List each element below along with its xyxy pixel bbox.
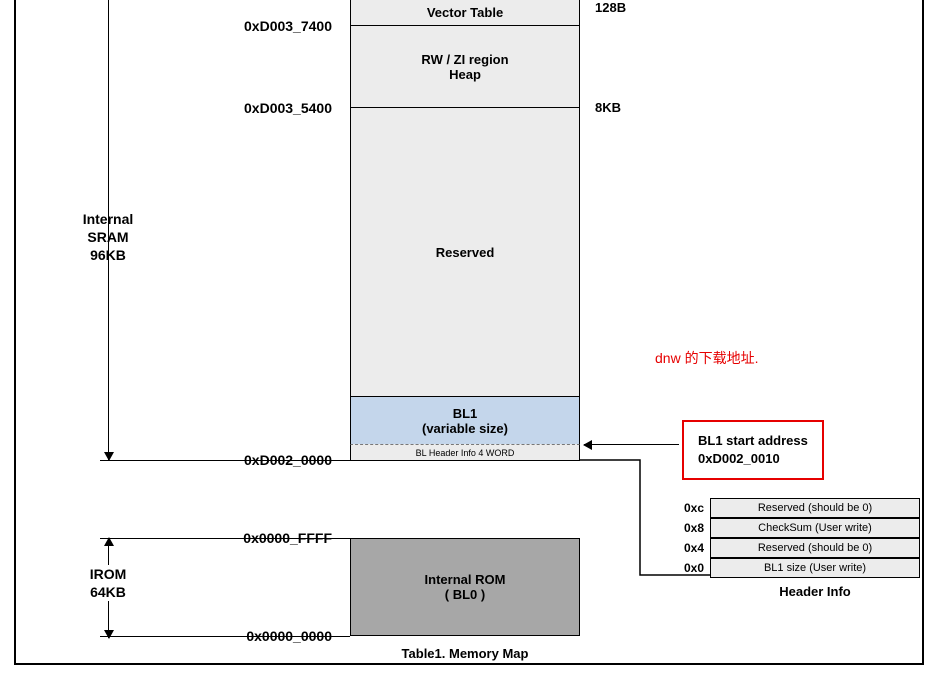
irom-label-l2: 64KB bbox=[64, 583, 152, 601]
header-cell-3: BL1 size (User write) bbox=[710, 558, 920, 578]
size-128b: 128B bbox=[595, 0, 626, 15]
block-rwzi-l1: RW / ZI region bbox=[421, 52, 508, 67]
annotation-dnw: dnw 的下载地址. bbox=[655, 348, 758, 368]
block-irom-l1: Internal ROM bbox=[425, 572, 506, 587]
block-reserved-text: Reserved bbox=[436, 245, 495, 260]
block-bl1-header-text: BL Header Info 4 WORD bbox=[416, 448, 515, 458]
sram-label: Internal SRAM 96KB bbox=[64, 210, 152, 265]
addr-0000-ffff: 0x0000_FFFF bbox=[207, 530, 332, 546]
caption-memory-map: Table1. Memory Map bbox=[350, 646, 580, 661]
sram-label-l3: 96KB bbox=[64, 246, 152, 264]
block-irom: Internal ROM ( BL0 ) bbox=[350, 538, 580, 636]
addr-d003-7400: 0xD003_7400 bbox=[207, 18, 332, 34]
block-bl1-header: BL Header Info 4 WORD bbox=[350, 444, 580, 461]
bl1-start-address-l1: BL1 start address bbox=[698, 432, 808, 450]
block-vector-table-text: Vector Table bbox=[427, 5, 503, 20]
size-8kb: 8KB bbox=[595, 100, 621, 115]
block-reserved: Reserved bbox=[350, 107, 580, 397]
connector-bl1-header-to-table bbox=[580, 460, 715, 580]
header-info-title: Header Info bbox=[710, 584, 920, 599]
arrow-bl1-start bbox=[584, 444, 679, 445]
irom-label-l1: IROM bbox=[64, 565, 152, 583]
header-cell-2: Reserved (should be 0) bbox=[710, 538, 920, 558]
irom-label: IROM 64KB bbox=[64, 565, 152, 601]
block-bl1-l2: (variable size) bbox=[422, 421, 508, 436]
sram-label-l1: Internal bbox=[64, 210, 152, 228]
block-irom-l2: ( BL0 ) bbox=[445, 587, 485, 602]
block-bl1: BL1 (variable size) bbox=[350, 396, 580, 445]
header-cell-1: CheckSum (User write) bbox=[710, 518, 920, 538]
block-rwzi-l2: Heap bbox=[449, 67, 481, 82]
header-cell-0: Reserved (should be 0) bbox=[710, 498, 920, 518]
block-vector-table: Vector Table bbox=[350, 0, 580, 26]
addr-d002-0000: 0xD002_0000 bbox=[207, 452, 332, 468]
block-rwzi: RW / ZI region Heap bbox=[350, 25, 580, 108]
block-bl1-l1: BL1 bbox=[453, 406, 478, 421]
addr-d003-5400: 0xD003_5400 bbox=[207, 100, 332, 116]
sram-label-l2: SRAM bbox=[64, 228, 152, 246]
addr-0000-0000: 0x0000_0000 bbox=[207, 628, 332, 644]
